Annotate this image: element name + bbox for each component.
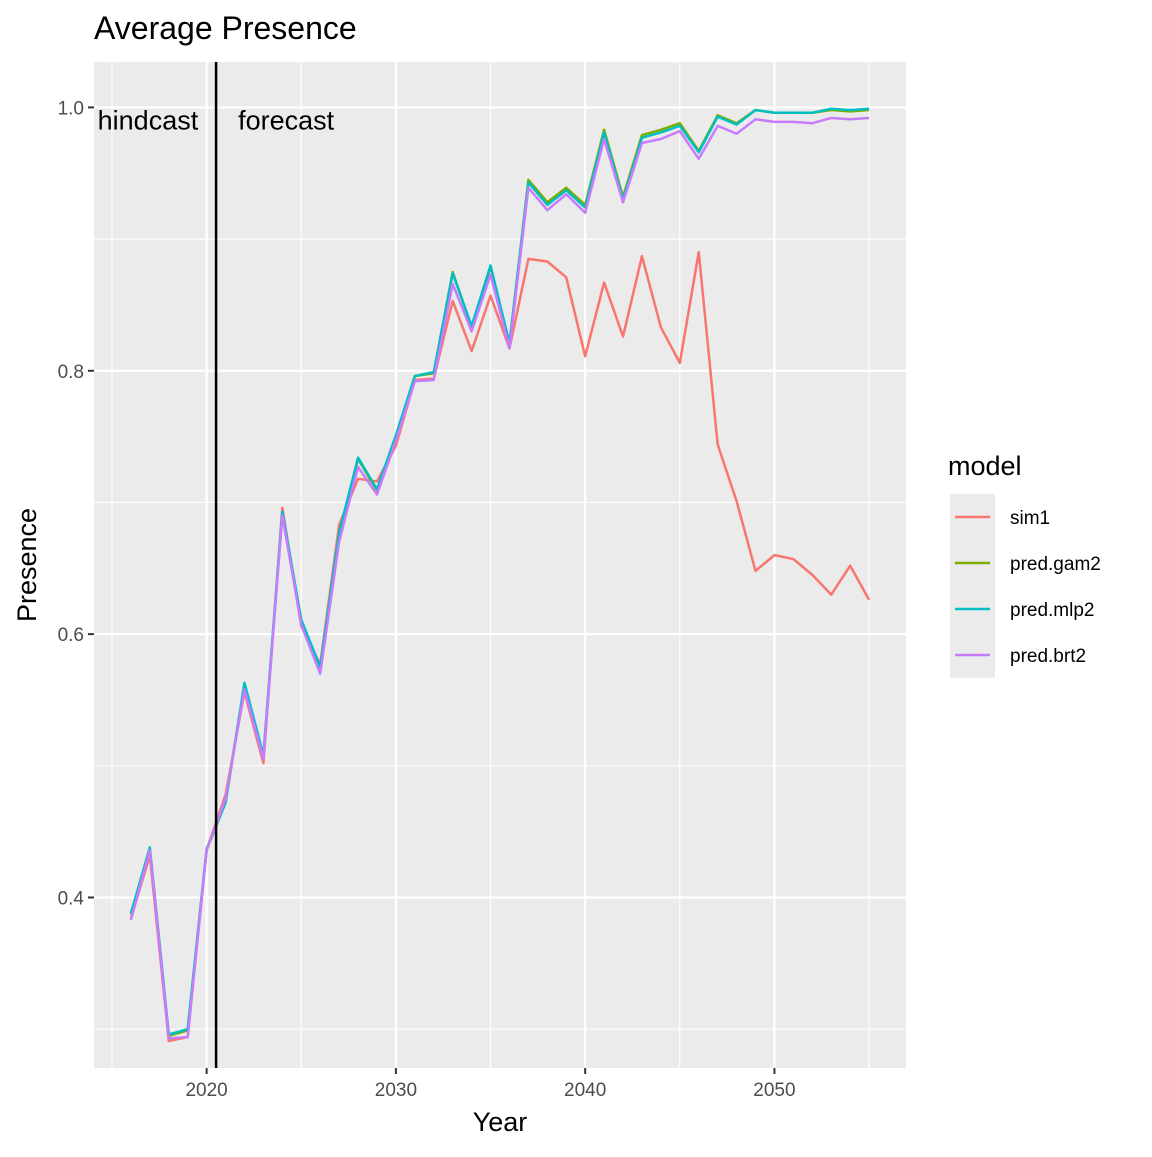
annotation-hindcast: hindcast: [98, 106, 199, 136]
annotations: hindcast forecast: [98, 106, 335, 136]
annotation-forecast: forecast: [238, 106, 335, 136]
x-tick-label: 2040: [564, 1080, 606, 1101]
legend-label: pred.mlp2: [1010, 600, 1095, 621]
series-line-pred-brt2: [129, 116, 870, 1040]
minor-gridlines: [94, 62, 906, 1068]
legend-label: pred.brt2: [1010, 646, 1086, 667]
y-tick-label: 1.0: [58, 98, 84, 119]
legend-key-background: [950, 494, 995, 678]
legend-label: pred.gam2: [1010, 554, 1101, 575]
y-axis-label: Presence: [12, 508, 42, 622]
y-axis: 0.4 0.6 0.8 1.0: [58, 98, 94, 909]
x-tick-label: 2050: [753, 1080, 795, 1101]
y-tick-label: 0.4: [58, 888, 85, 909]
series-lines: [129, 107, 871, 1043]
x-tick-label: 2020: [185, 1080, 227, 1101]
legend: model sim1 pred.gam2 pred.mlp2 pred.brt2: [948, 451, 1101, 678]
series-line-pred-mlp2: [129, 107, 870, 1036]
y-tick-label: 0.6: [58, 625, 84, 646]
plot-panel: [94, 62, 906, 1068]
x-axis-label: Year: [473, 1107, 528, 1137]
legend-label: sim1: [1010, 508, 1050, 529]
y-tick-label: 0.8: [58, 362, 84, 383]
chart-title: Average Presence: [94, 10, 357, 46]
major-gridlines: [94, 62, 906, 1068]
legend-title: model: [948, 451, 1022, 481]
x-tick-label: 2030: [375, 1080, 417, 1101]
x-axis: 2020 2030 2040 2050: [185, 1068, 796, 1101]
